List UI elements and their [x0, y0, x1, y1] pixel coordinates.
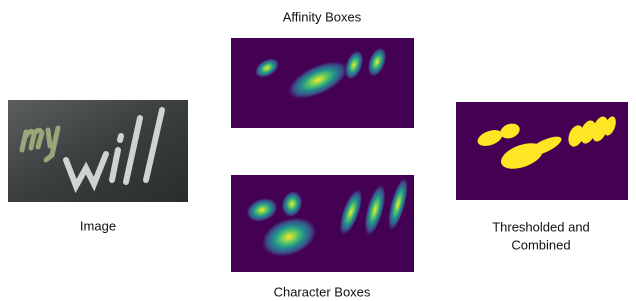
input-image: [8, 100, 188, 202]
image-label: Image: [80, 218, 116, 233]
combined-mask: [456, 102, 628, 200]
combined-label-line: Thresholded and: [492, 219, 590, 234]
character-heatmap: [231, 175, 414, 272]
affinity-label: Affinity Boxes: [283, 9, 362, 24]
figure: Image Affinity Boxes Character Boxes: [0, 0, 636, 301]
character-label: Character Boxes: [274, 284, 371, 299]
combined-label-line: Combined: [511, 237, 570, 252]
affinity-heatmap: [231, 38, 414, 128]
page: Image Affinity Boxes Character Boxes: [0, 0, 636, 301]
